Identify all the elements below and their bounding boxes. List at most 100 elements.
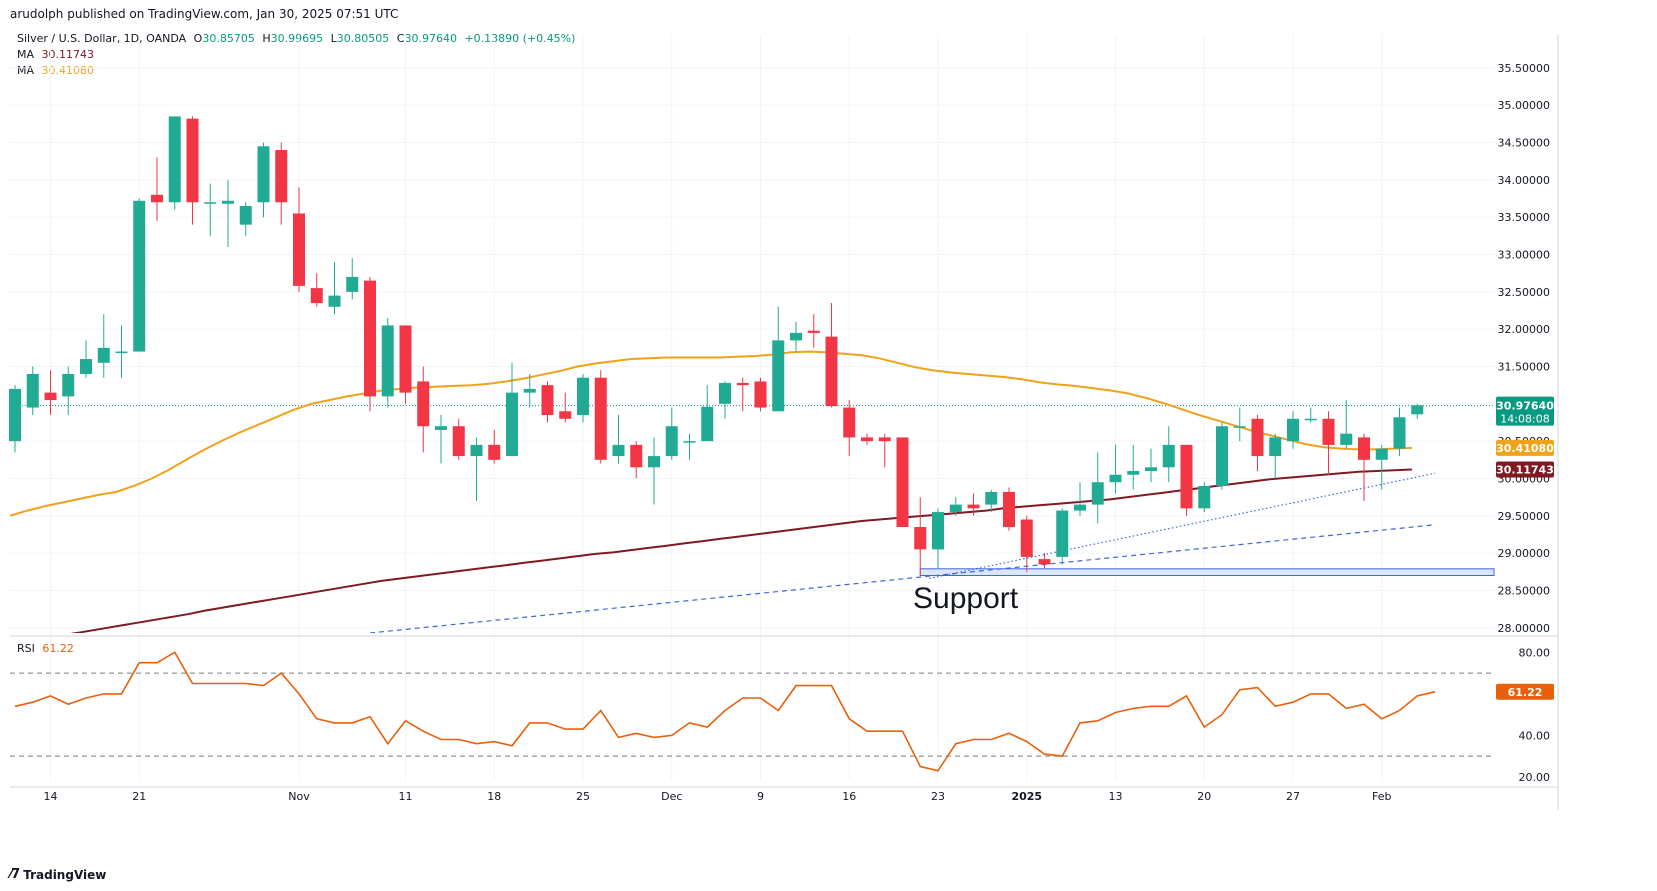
candle[interactable]: [417, 366, 430, 453]
candle[interactable]: [1233, 407, 1246, 442]
time-tick-label: 25: [576, 790, 590, 803]
candle[interactable]: [1109, 444, 1122, 494]
candle[interactable]: [1145, 448, 1157, 483]
ma-fast-line[interactable]: [10, 350, 1412, 517]
candle[interactable]: [488, 429, 501, 464]
candle[interactable]: [1216, 422, 1228, 490]
candle[interactable]: [772, 306, 785, 412]
candle[interactable]: [719, 381, 731, 419]
candle[interactable]: [1074, 482, 1086, 516]
ma-slow-legend[interactable]: MA 30.11743: [17, 48, 98, 61]
candle[interactable]: [648, 437, 660, 505]
candle[interactable]: [275, 142, 288, 225]
candle[interactable]: [896, 437, 909, 527]
candle[interactable]: [1198, 482, 1211, 513]
candle[interactable]: [1038, 553, 1051, 569]
ma-fast-legend[interactable]: MA 30.41080: [17, 64, 98, 77]
candle[interactable]: [186, 116, 199, 225]
candle[interactable]: [1127, 444, 1140, 490]
symbol-name[interactable]: Silver / U.S. Dollar, 1D, OANDA: [17, 32, 187, 45]
candle[interactable]: [1375, 444, 1388, 490]
candle[interactable]: [44, 370, 57, 416]
candle[interactable]: [1340, 400, 1353, 449]
ohlc-high: H30.99695: [262, 32, 323, 45]
brand-footer[interactable]: ⁄7 TradingView: [10, 867, 106, 882]
candle[interactable]: [1020, 515, 1033, 572]
ohlc-low: L30.80505: [331, 32, 390, 45]
candle[interactable]: [1162, 426, 1175, 483]
candle[interactable]: [949, 497, 962, 516]
candle[interactable]: [665, 407, 678, 460]
candle[interactable]: [701, 385, 714, 442]
candle[interactable]: [204, 183, 217, 236]
candle-body: [1091, 482, 1104, 505]
candle[interactable]: [364, 276, 376, 412]
ma-slow-line[interactable]: [10, 468, 1412, 645]
candle[interactable]: [914, 497, 927, 576]
candle[interactable]: [1287, 411, 1299, 449]
candle[interactable]: [151, 157, 163, 221]
time-tick-label: 23: [931, 790, 945, 803]
candle[interactable]: [328, 261, 341, 315]
candle[interactable]: [825, 303, 838, 408]
candle[interactable]: [967, 493, 980, 516]
candle[interactable]: [577, 373, 589, 423]
candle[interactable]: [399, 325, 412, 404]
candle[interactable]: [523, 373, 536, 408]
dashed-trendline[interactable]: [369, 524, 1436, 633]
candle[interactable]: [168, 116, 181, 210]
candle[interactable]: [1411, 403, 1424, 419]
candle[interactable]: [843, 400, 856, 457]
candle[interactable]: [97, 314, 110, 378]
candle[interactable]: [1251, 415, 1264, 472]
candle-body: [452, 426, 465, 457]
candle[interactable]: [754, 377, 767, 412]
candle[interactable]: [932, 508, 944, 569]
candle[interactable]: [62, 366, 75, 416]
candle[interactable]: [790, 321, 802, 352]
candle[interactable]: [1091, 452, 1104, 524]
candle[interactable]: [1304, 407, 1317, 423]
candle[interactable]: [452, 418, 465, 460]
candle[interactable]: [630, 441, 643, 479]
candle[interactable]: [80, 340, 92, 378]
candle[interactable]: [9, 385, 21, 453]
candle[interactable]: [807, 314, 820, 348]
candle[interactable]: [985, 489, 998, 513]
rsi-layer: [10, 651, 1494, 772]
support-zone-rect[interactable]: [919, 568, 1495, 577]
candle[interactable]: [1180, 444, 1193, 516]
candle[interactable]: [541, 381, 554, 423]
candle[interactable]: [1056, 508, 1069, 565]
candle[interactable]: [435, 415, 447, 464]
candle[interactable]: [736, 377, 749, 412]
candle[interactable]: [612, 415, 625, 464]
candle[interactable]: [559, 392, 572, 423]
candle[interactable]: [1322, 411, 1335, 475]
candle[interactable]: [683, 433, 696, 460]
time-tick-label: 13: [1109, 790, 1123, 803]
candle[interactable]: [133, 198, 146, 352]
candle[interactable]: [115, 325, 128, 378]
candle[interactable]: [1393, 407, 1406, 457]
candle[interactable]: [257, 142, 270, 218]
candle[interactable]: [310, 273, 323, 307]
rsi-line[interactable]: [14, 651, 1436, 772]
candle[interactable]: [470, 437, 483, 501]
candle[interactable]: [239, 202, 252, 236]
candle[interactable]: [506, 362, 518, 457]
candle-body: [1109, 474, 1122, 483]
candle-body: [222, 200, 234, 204]
candle[interactable]: [26, 366, 39, 416]
candle[interactable]: [381, 317, 394, 408]
candle[interactable]: [594, 370, 607, 464]
candle[interactable]: [293, 187, 305, 292]
candle[interactable]: [878, 433, 891, 468]
candle[interactable]: [1269, 433, 1282, 479]
candle[interactable]: [861, 433, 873, 445]
candle[interactable]: [346, 258, 359, 300]
candle[interactable]: [1003, 487, 1015, 531]
candle[interactable]: [1358, 433, 1370, 501]
candle[interactable]: [222, 179, 234, 248]
